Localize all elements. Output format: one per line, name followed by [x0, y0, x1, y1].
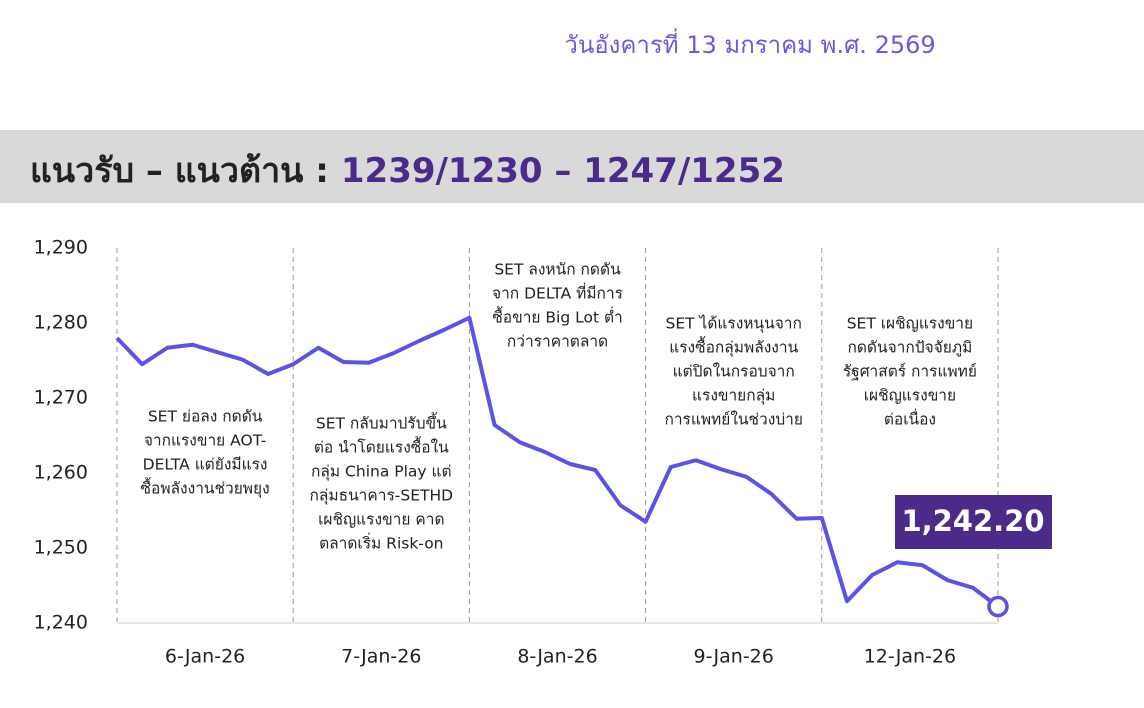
- annotation: SET ได้แรงหนุนจาก: [666, 315, 802, 334]
- last-point: [987, 595, 1009, 618]
- y-tick-label: 1,270: [34, 387, 88, 409]
- price-line: [115, 315, 1000, 609]
- header-title: แนวรับ – แนวต้าน : 1239/1230 – 1247/1252: [30, 151, 785, 191]
- y-tick-label: 1,240: [34, 612, 88, 634]
- title-prefix: แนวรับ – แนวต้าน :: [30, 151, 329, 191]
- annotation: SET กลับมาปรับขึ้น: [316, 412, 447, 433]
- annotation: กลุ่มธนาคาร-SETHD: [310, 487, 454, 506]
- annotation: แรงขายกลุ่ม: [692, 387, 775, 406]
- annotation: กดดันจากปัจจัยภูมิ: [847, 339, 972, 358]
- levels: 1239/1230 – 1247/1252: [341, 151, 785, 191]
- annotation: เผชิญแรงขาย คาด: [318, 511, 444, 529]
- x-tick-label: 9-Jan-26: [694, 646, 774, 668]
- y-tick-label: 1,280: [34, 312, 88, 334]
- annotation: SET ลงหนัก กดดัน: [494, 261, 621, 279]
- callout-label: 1,242.20: [901, 504, 1044, 538]
- callout-box: [895, 495, 1052, 549]
- y-tick-label: 1,250: [34, 537, 88, 559]
- annotation: การแพทย์ในช่วงบ่าย: [664, 411, 803, 429]
- header-band: [0, 130, 1144, 203]
- annotation: กว่าราคาตลาด: [507, 333, 608, 351]
- annotation: ต่อเนื่อง: [884, 409, 936, 429]
- y-tick-label: 1,290: [34, 237, 88, 259]
- annotation: ซื้อพลังงานช่วยพยุง: [141, 477, 270, 499]
- x-tick-label: 7-Jan-26: [341, 646, 421, 668]
- y-tick-label: 1,260: [34, 462, 88, 484]
- annotation: ซื้อขาย Big Lot ต่ำ: [492, 306, 622, 327]
- annotation: แรงซื้อกลุ่มพลังงาน: [669, 336, 798, 358]
- annotation: รัฐศาสตร์ การแพทย์: [843, 363, 977, 381]
- annotation: เผชิญแรงขาย: [864, 387, 956, 405]
- x-tick-label: 6-Jan-26: [165, 646, 245, 668]
- annotation: ตลาดเริ่ม Risk-on: [319, 533, 443, 553]
- x-tick-label: 8-Jan-26: [517, 646, 597, 668]
- date: วันอังคารที่ 13 มกราคม พ.ศ. 2569: [564, 28, 935, 59]
- annotation: ต่อ นำโดยแรงซื้อใน: [314, 436, 449, 457]
- annotation: กลุ่ม China Play แต่: [311, 463, 452, 482]
- annotation: จาก DELTA ที่มีการ: [492, 283, 623, 303]
- annotation: SET ย่อลง กดดัน: [148, 408, 263, 426]
- annotation: SET เผชิญแรงขาย: [847, 315, 973, 333]
- x-tick-label: 12-Jan-26: [864, 646, 956, 668]
- annotation: แต่ปิดในกรอบจาก: [673, 363, 795, 381]
- annotation: จากแรงขาย AOT-: [144, 432, 267, 450]
- annotation: DELTA แต่ยังมีแรง: [143, 456, 268, 474]
